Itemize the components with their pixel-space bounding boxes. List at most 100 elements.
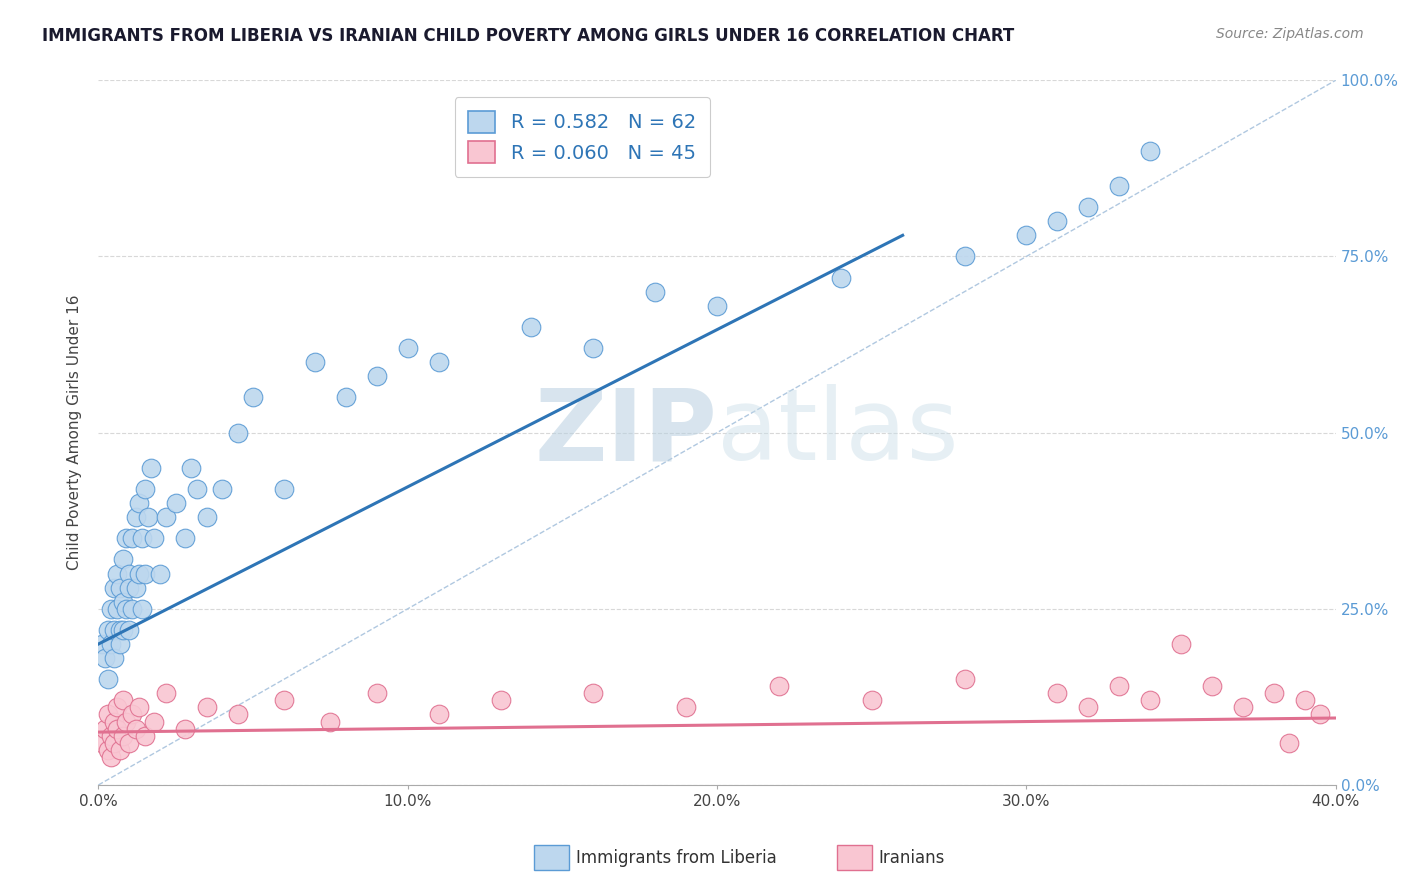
- Point: [105, 722, 128, 736]
- Point: [180, 460, 202, 475]
- Point: [105, 700, 128, 714]
- Point: [242, 391, 264, 405]
- Point: [211, 482, 233, 496]
- Point: [1046, 686, 1069, 700]
- Point: [105, 601, 128, 615]
- Point: [124, 581, 146, 595]
- Point: [675, 700, 697, 714]
- Point: [90, 637, 112, 651]
- Text: ZIP: ZIP: [534, 384, 717, 481]
- Point: [108, 581, 131, 595]
- Point: [304, 355, 326, 369]
- Point: [1232, 700, 1254, 714]
- Point: [174, 532, 197, 546]
- Point: [427, 355, 450, 369]
- Text: IMMIGRANTS FROM LIBERIA VS IRANIAN CHILD POVERTY AMONG GIRLS UNDER 16 CORRELATIO: IMMIGRANTS FROM LIBERIA VS IRANIAN CHILD…: [42, 27, 1015, 45]
- Point: [706, 299, 728, 313]
- Point: [582, 686, 605, 700]
- Point: [115, 601, 138, 615]
- Point: [273, 482, 295, 496]
- Point: [139, 460, 162, 475]
- Point: [108, 637, 131, 651]
- Point: [582, 341, 605, 355]
- Point: [115, 532, 138, 546]
- Point: [335, 391, 357, 405]
- Point: [100, 637, 122, 651]
- Point: [1294, 693, 1316, 707]
- Point: [953, 250, 976, 264]
- Point: [100, 601, 122, 615]
- Point: [953, 673, 976, 687]
- Point: [131, 601, 153, 615]
- Point: [195, 700, 218, 714]
- Point: [100, 729, 122, 743]
- Point: [112, 693, 135, 707]
- Point: [103, 714, 125, 729]
- Text: Iranians: Iranians: [879, 849, 945, 867]
- Point: [195, 510, 218, 524]
- Point: [136, 510, 159, 524]
- Point: [115, 714, 138, 729]
- Point: [366, 369, 388, 384]
- Point: [1139, 693, 1161, 707]
- Point: [319, 714, 342, 729]
- Point: [103, 581, 125, 595]
- Point: [149, 566, 172, 581]
- Text: Source: ZipAtlas.com: Source: ZipAtlas.com: [1216, 27, 1364, 41]
- Point: [118, 581, 141, 595]
- Point: [1263, 686, 1285, 700]
- Point: [830, 270, 852, 285]
- Point: [103, 736, 125, 750]
- Point: [143, 714, 166, 729]
- Point: [97, 623, 120, 637]
- Point: [1077, 200, 1099, 214]
- Point: [1046, 214, 1069, 228]
- Point: [131, 532, 153, 546]
- Point: [768, 679, 790, 693]
- Point: [128, 496, 150, 510]
- Point: [1278, 736, 1301, 750]
- Point: [93, 651, 115, 665]
- Point: [112, 552, 135, 566]
- Y-axis label: Child Poverty Among Girls Under 16: Child Poverty Among Girls Under 16: [67, 295, 83, 570]
- Point: [97, 742, 120, 756]
- Point: [100, 749, 122, 764]
- Point: [1015, 228, 1038, 243]
- Point: [489, 693, 512, 707]
- Point: [118, 736, 141, 750]
- Point: [118, 566, 141, 581]
- Point: [1139, 144, 1161, 158]
- Point: [108, 742, 131, 756]
- Point: [1077, 700, 1099, 714]
- Point: [128, 566, 150, 581]
- Point: [93, 722, 115, 736]
- Legend: R = 0.582   N = 62, R = 0.060   N = 45: R = 0.582 N = 62, R = 0.060 N = 45: [454, 97, 710, 177]
- Text: atlas: atlas: [717, 384, 959, 481]
- Point: [103, 651, 125, 665]
- Point: [108, 623, 131, 637]
- Point: [520, 320, 543, 334]
- Point: [366, 686, 388, 700]
- Point: [124, 510, 146, 524]
- Point: [134, 729, 156, 743]
- Point: [427, 707, 450, 722]
- Point: [1309, 707, 1331, 722]
- Point: [121, 601, 143, 615]
- Text: Immigrants from Liberia: Immigrants from Liberia: [576, 849, 778, 867]
- Point: [124, 722, 146, 736]
- Point: [121, 532, 143, 546]
- Point: [112, 623, 135, 637]
- Point: [1108, 679, 1130, 693]
- Point: [174, 722, 197, 736]
- Point: [112, 595, 135, 609]
- Point: [105, 566, 128, 581]
- Point: [134, 482, 156, 496]
- Point: [396, 341, 419, 355]
- Point: [97, 673, 120, 687]
- Point: [1170, 637, 1192, 651]
- Point: [121, 707, 143, 722]
- Point: [103, 623, 125, 637]
- Point: [134, 566, 156, 581]
- Point: [143, 532, 166, 546]
- Point: [860, 693, 883, 707]
